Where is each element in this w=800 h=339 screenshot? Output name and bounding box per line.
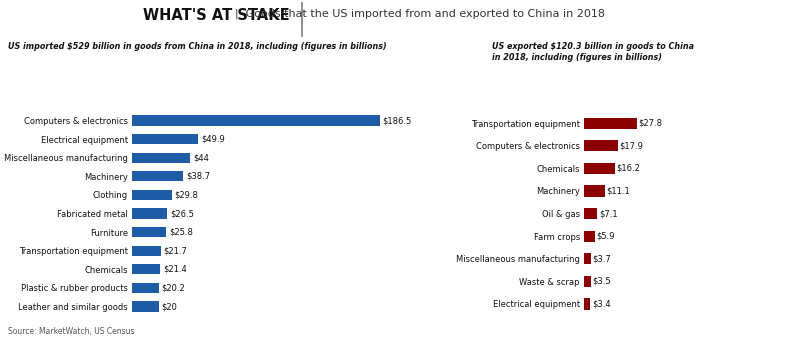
Text: $29.8: $29.8 (174, 191, 198, 199)
Bar (584, 118, 637, 129)
Text: $21.4: $21.4 (163, 265, 187, 274)
Bar (132, 153, 190, 163)
Text: $3.7: $3.7 (593, 254, 611, 263)
Bar (132, 134, 198, 144)
Text: $20.2: $20.2 (162, 283, 186, 293)
Text: $11.1: $11.1 (606, 186, 630, 196)
Text: $21.7: $21.7 (163, 246, 187, 255)
Bar (584, 208, 598, 219)
Bar (584, 163, 614, 174)
Bar (132, 283, 159, 293)
Text: $16.2: $16.2 (616, 164, 640, 173)
Text: $25.8: $25.8 (169, 228, 193, 237)
Bar (584, 185, 605, 197)
Text: $3.4: $3.4 (592, 299, 610, 308)
Text: $7.1: $7.1 (599, 209, 618, 218)
Text: $27.8: $27.8 (638, 119, 662, 128)
Text: $20: $20 (161, 302, 177, 311)
Text: WHAT'S AT STAKE: WHAT'S AT STAKE (142, 8, 290, 23)
Bar (132, 246, 161, 256)
Bar (132, 171, 183, 181)
Text: $44: $44 (193, 153, 209, 162)
Text: US exported $120.3 billion in goods to China
in 2018, including (figures in bill: US exported $120.3 billion in goods to C… (492, 42, 694, 62)
Bar (584, 253, 591, 264)
Text: |  Goods that the US imported from and exported to China in 2018: | Goods that the US imported from and ex… (227, 8, 605, 19)
Text: $49.9: $49.9 (201, 135, 225, 144)
Text: US imported $529 billion in goods from China in 2018, including (figures in bill: US imported $529 billion in goods from C… (8, 42, 386, 52)
Bar (584, 276, 590, 287)
Bar (132, 208, 167, 219)
Bar (584, 298, 590, 310)
Text: $3.5: $3.5 (592, 277, 610, 286)
Bar (584, 140, 618, 152)
Bar (132, 190, 171, 200)
Bar (132, 264, 161, 275)
Text: $5.9: $5.9 (597, 232, 615, 241)
Text: $186.5: $186.5 (382, 116, 411, 125)
Text: $38.7: $38.7 (186, 172, 210, 181)
Text: $26.5: $26.5 (170, 209, 194, 218)
Text: Source: MarketWatch, US Census: Source: MarketWatch, US Census (8, 326, 134, 336)
Bar (132, 227, 166, 237)
Bar (132, 116, 379, 126)
Bar (132, 301, 158, 312)
Bar (584, 231, 595, 242)
Text: $17.9: $17.9 (619, 141, 643, 150)
